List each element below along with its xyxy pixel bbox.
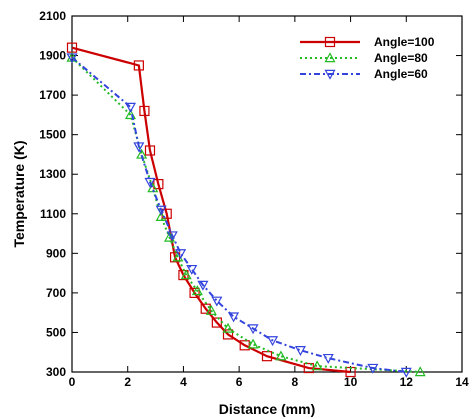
data-point (144, 177, 156, 188)
x-tick-label: 4 (180, 375, 187, 389)
y-tick-label: 1300 (39, 167, 66, 181)
data-point (222, 329, 234, 340)
legend-entry: Angle=100 (300, 35, 435, 49)
data-point (211, 296, 223, 307)
data-point (175, 249, 187, 260)
data-point (275, 350, 287, 361)
data-point (311, 360, 323, 371)
y-tick-label: 2100 (39, 9, 66, 23)
data-point (66, 53, 78, 64)
series-line (71, 46, 351, 374)
series-3 (66, 53, 412, 378)
y-tick-label: 500 (46, 325, 66, 339)
legend-marker (324, 36, 336, 48)
data-point (191, 285, 203, 296)
y-tick-label: 700 (46, 286, 66, 300)
data-point (222, 322, 234, 333)
series-2 (66, 51, 426, 377)
legend-entry: Angle=60 (300, 67, 428, 81)
axes: 0 2 4 6 8 10 12 14 300 500 700 900 1100 1300 1500 1700 1… (39, 9, 469, 389)
y-tick-label: 900 (46, 246, 66, 260)
legend-label: Angle=60 (374, 67, 428, 81)
series-layer (66, 42, 426, 378)
data-point (124, 102, 137, 113)
legend-marker (324, 69, 336, 80)
data-point (197, 280, 209, 291)
data-point (144, 145, 156, 156)
series-line (71, 56, 407, 373)
legend: Angle=100 Angle=80 Angle=60 (300, 35, 435, 81)
legend-label: Angle=80 (374, 51, 428, 65)
x-tick-label: 2 (124, 375, 131, 389)
legend-entry: Angle=80 (300, 51, 428, 65)
data-point (261, 351, 273, 362)
plot-frame (71, 15, 463, 373)
x-tick-label: 0 (69, 375, 76, 389)
y-axis-label: Temperature (K) (11, 140, 27, 247)
data-point (133, 142, 145, 153)
series-line (71, 56, 421, 373)
data-point (180, 269, 192, 280)
data-point (186, 264, 198, 275)
data-point (322, 353, 334, 364)
y-tick-label: 1700 (39, 88, 66, 102)
y-tick-label: 1900 (39, 49, 66, 63)
data-point (166, 231, 178, 242)
data-point (189, 287, 200, 298)
data-point (400, 367, 412, 378)
legend-label: Angle=100 (374, 35, 435, 49)
data-point (155, 205, 167, 216)
x-tick-label: 6 (236, 375, 243, 389)
x-axis-label: Distance (mm) (219, 401, 315, 417)
x-tick-label: 14 (455, 375, 469, 389)
data-point (205, 304, 217, 315)
x-tick-label: 10 (344, 375, 358, 389)
data-point (239, 340, 250, 351)
y-tick-label: 1100 (40, 207, 66, 221)
y-tick-label: 300 (46, 365, 66, 379)
data-point (267, 336, 279, 347)
x-tick-label: 8 (292, 375, 299, 389)
data-point (228, 312, 240, 323)
data-point (153, 179, 164, 190)
data-point (247, 324, 259, 335)
x-tick-label: 12 (400, 375, 414, 389)
data-point (163, 231, 176, 242)
legend-marker (324, 52, 336, 63)
series-1 (66, 42, 356, 378)
data-point (247, 338, 259, 349)
data-point (133, 60, 144, 71)
y-tick-label: 1500 (39, 128, 66, 142)
data-point (367, 363, 379, 374)
data-point (414, 366, 426, 377)
data-point (294, 346, 306, 356)
data-point (139, 105, 150, 117)
